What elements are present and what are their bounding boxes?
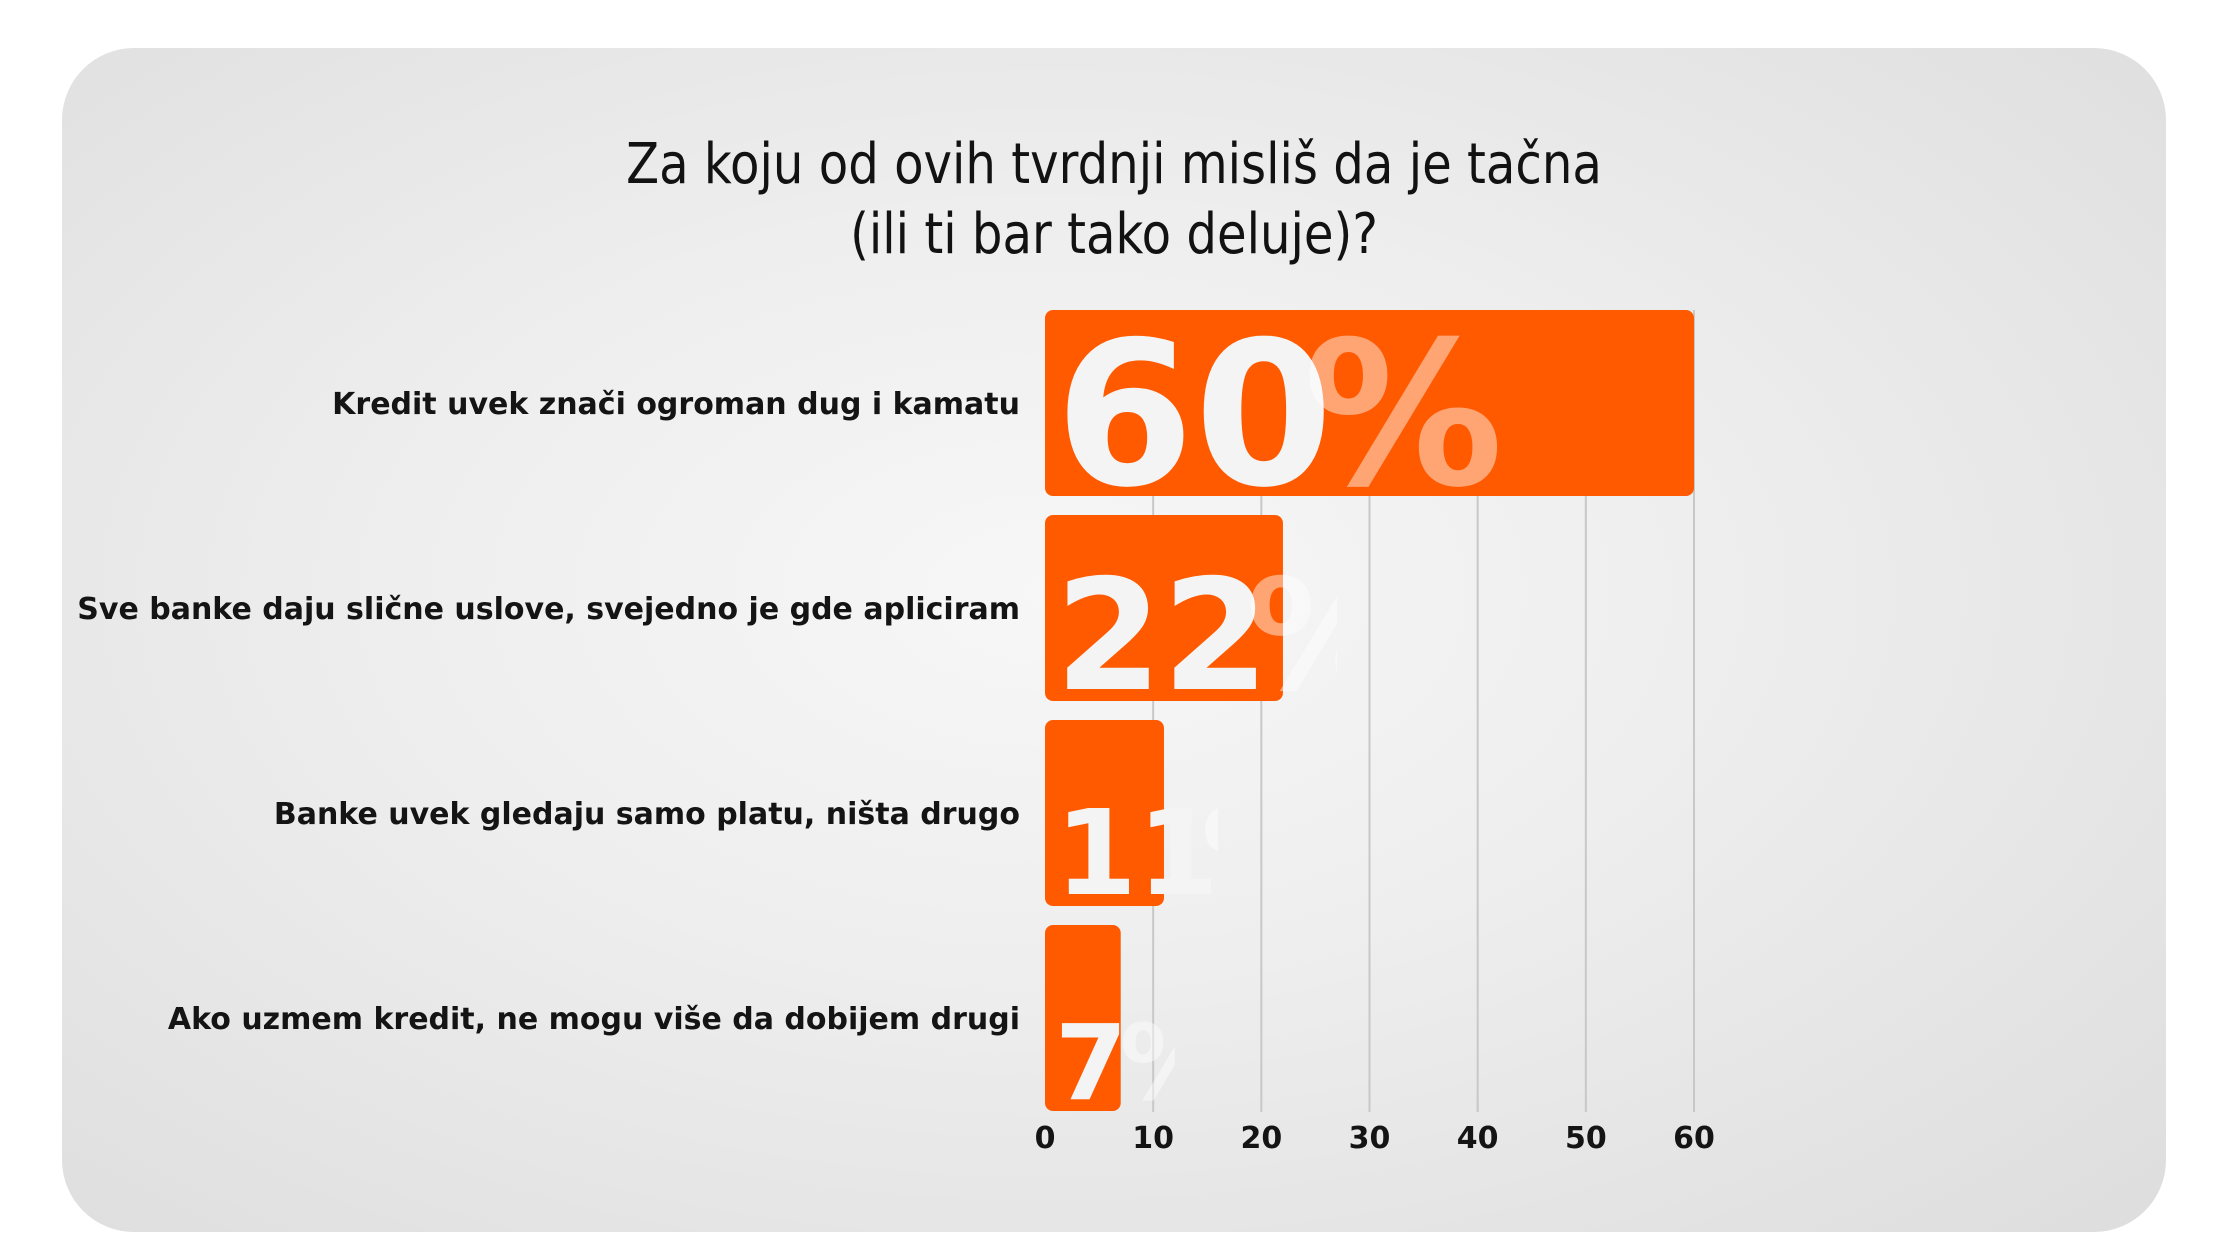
value-label-group: 22% (1055, 547, 1400, 726)
bar (1045, 515, 1283, 701)
x-tick-label: 10 (1132, 1121, 1174, 1156)
category-label: Ako uzmem kredit, ne mogu više da dobije… (168, 1002, 1020, 1037)
bar (1045, 720, 1164, 906)
x-tick-label: 40 (1457, 1121, 1499, 1156)
value-label-percent: % (1246, 547, 1400, 726)
value-label: 11 (1055, 784, 1219, 922)
category-labels: Kredit uvek znači ogroman dug i kamatu Sv… (77, 387, 1020, 1037)
chart-title-line-2: (ili ti bar tako deluje)? (850, 202, 1378, 267)
value-label: 7 (1055, 1002, 1127, 1124)
bar (1045, 925, 1121, 1111)
bars (1045, 310, 1694, 1111)
value-label: 22 (1055, 547, 1269, 726)
value-labels: 60%22%11%7% (1055, 299, 1503, 1124)
x-tick-label: 50 (1565, 1121, 1607, 1156)
value-label-group: 11% (1055, 784, 1319, 922)
value-label-group: 7% (1055, 1002, 1223, 1124)
value-label-percent: % (1201, 784, 1319, 922)
category-label: Sve banke daju slične uslove, svejedno j… (77, 592, 1020, 627)
value-label-percent: % (1119, 1002, 1223, 1124)
x-tick-label: 0 (1035, 1121, 1056, 1156)
category-label: Kredit uvek znači ogroman dug i kamatu (332, 387, 1020, 422)
category-label: Banke uvek gledaju samo platu, ništa dru… (274, 797, 1020, 832)
x-tick-label: 30 (1349, 1121, 1391, 1156)
x-tick-label: 20 (1240, 1121, 1282, 1156)
value-label-group: 60% (1055, 299, 1503, 532)
value-label: 60 (1055, 299, 1333, 532)
x-tick-label: 60 (1673, 1121, 1715, 1156)
chart-title: Za koju od ovih tvrdnji misliš da je tač… (209, 130, 2018, 270)
x-axis-ticks: 0 10 20 30 40 50 60 (1035, 1121, 1715, 1156)
value-label-percent: % (1303, 299, 1503, 532)
chart-title-line-1: Za koju od ovih tvrdnji misliš da je tač… (626, 132, 1602, 197)
bar (1045, 310, 1694, 496)
